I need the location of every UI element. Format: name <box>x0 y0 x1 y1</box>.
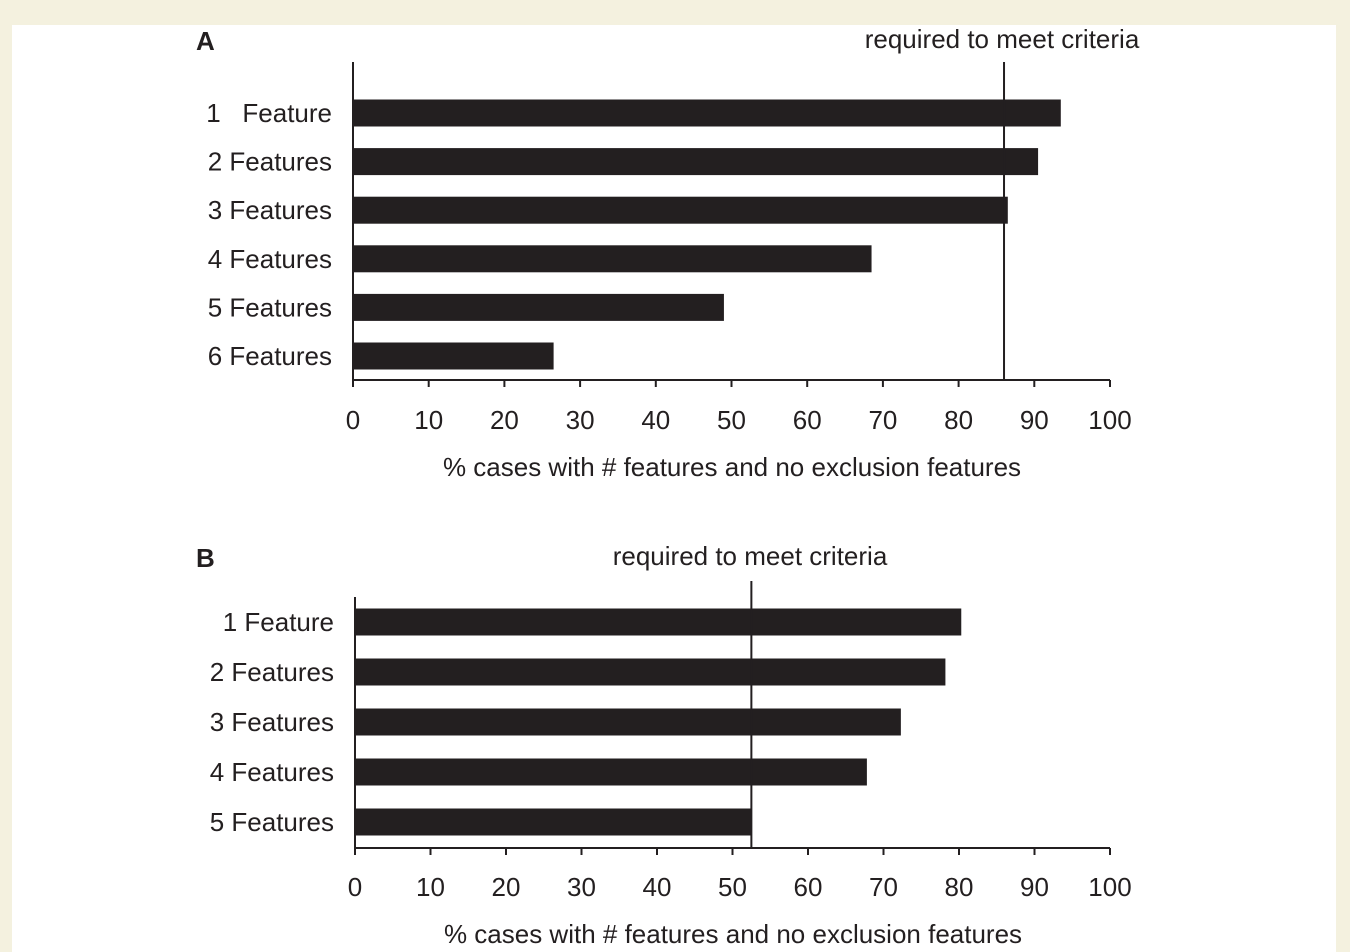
panel-letter: B <box>196 543 215 573</box>
x-tick-label: 80 <box>945 872 974 902</box>
x-tick-label: 90 <box>1020 872 1049 902</box>
x-tick-label: 30 <box>566 405 595 435</box>
category-label: 3 Features <box>208 195 332 225</box>
reference-line-label: required to meet criteria <box>613 541 888 571</box>
x-tick-label: 40 <box>641 405 670 435</box>
reference-line-label: required to meet criteria <box>865 24 1140 54</box>
x-tick-label: 50 <box>717 405 746 435</box>
x-tick-label: 50 <box>718 872 747 902</box>
x-tick-label: 30 <box>567 872 596 902</box>
x-tick-label: 60 <box>793 405 822 435</box>
bar <box>353 99 1061 127</box>
bar <box>353 245 872 273</box>
x-tick-label: 70 <box>868 405 897 435</box>
x-tick-label: 90 <box>1020 405 1049 435</box>
category-label: 4 Features <box>210 757 334 787</box>
bar <box>353 342 554 370</box>
x-tick-label: 100 <box>1088 872 1131 902</box>
category-label: 6 Features <box>208 341 332 371</box>
x-tick-label: 20 <box>490 405 519 435</box>
bar <box>355 708 901 736</box>
category-label: 3 Features <box>210 707 334 737</box>
x-tick-label: 100 <box>1088 405 1131 435</box>
category-label: 2 Features <box>208 147 332 177</box>
x-tick-label: 40 <box>643 872 672 902</box>
x-axis-title: % cases with # features and no exclusion… <box>444 919 1022 949</box>
category-label: 5 Features <box>210 807 334 837</box>
category-label: 1 Feature <box>223 607 334 637</box>
bar <box>355 608 962 636</box>
x-tick-label: 0 <box>346 405 360 435</box>
category-label: 1 Feature <box>206 98 332 128</box>
x-tick-label: 20 <box>492 872 521 902</box>
bar <box>355 758 867 786</box>
x-tick-label: 70 <box>869 872 898 902</box>
category-label: 5 Features <box>208 292 332 322</box>
bar <box>353 196 1008 224</box>
bar <box>355 658 946 686</box>
x-tick-label: 60 <box>794 872 823 902</box>
category-label: 2 Features <box>210 657 334 687</box>
chart-panel-a: A % cases with # features and no exclusi… <box>196 24 1140 482</box>
x-tick-label: 10 <box>414 405 443 435</box>
x-tick-label: 0 <box>348 872 362 902</box>
bar <box>355 808 752 836</box>
bar <box>353 293 724 321</box>
x-tick-label: 80 <box>944 405 973 435</box>
x-tick-label: 10 <box>416 872 445 902</box>
bar <box>353 148 1039 176</box>
figure-panel-background <box>12 25 1336 952</box>
panel-letter: A <box>196 26 215 56</box>
x-axis-title: % cases with # features and no exclusion… <box>443 452 1021 482</box>
category-label: 4 Features <box>208 244 332 274</box>
chart-panel-b: B % cases with # features and no exclusi… <box>196 541 1132 949</box>
